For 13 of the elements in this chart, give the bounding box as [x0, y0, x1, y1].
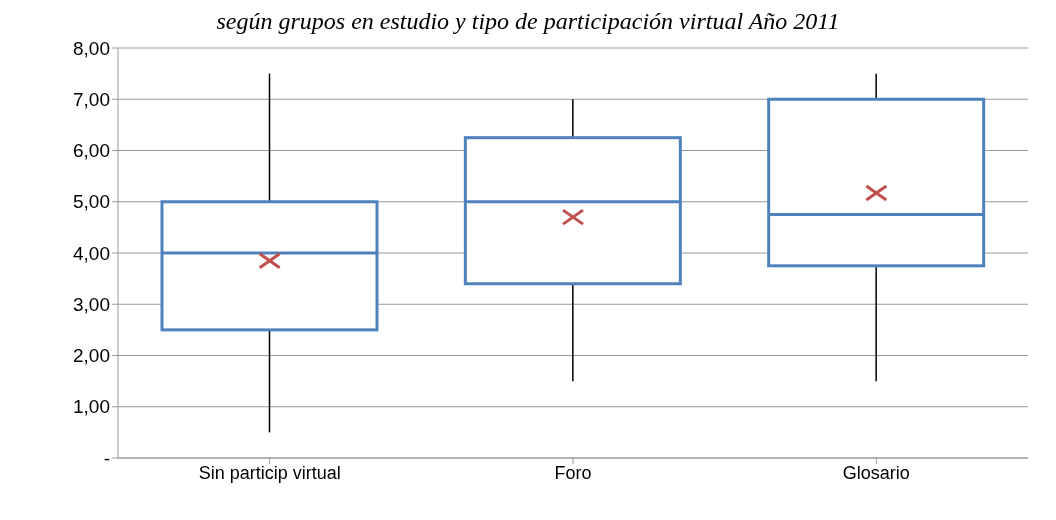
y-tick-label: 3,00 [73, 293, 110, 315]
x-tick-label: Foro [554, 462, 592, 483]
y-tick-label: 5,00 [73, 191, 110, 213]
x-tick-label: Sin particip virtual [198, 462, 341, 483]
y-tick-label: 6,00 [73, 140, 110, 162]
chart-title: según grupos en estudio y tipo de participación virtual Año 2011 [215, 8, 841, 36]
y-tick-label: 8,00 [73, 37, 110, 59]
y-tick-label: - [103, 447, 110, 469]
y-tick-label: 2,00 [73, 345, 110, 367]
x-tick-label: Glosario [842, 462, 910, 483]
y-tick-label: 7,00 [73, 89, 110, 110]
y-tick-label: 4,00 [73, 242, 110, 264]
y-tick-label: 1,00 [73, 396, 110, 418]
